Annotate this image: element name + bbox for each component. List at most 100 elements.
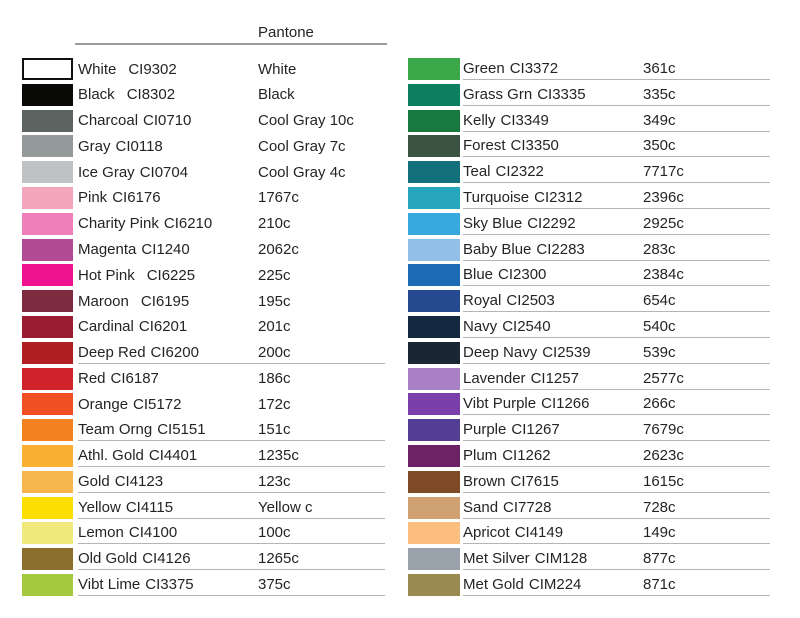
color-code-label: CI2539 [542,343,591,361]
color-row: Team Orng CI5151 151c [22,419,385,442]
color-row-content: White CI9302 White [78,58,385,80]
color-code-label: CI4123 [114,472,164,490]
pantone-value-label: Yellow c [258,498,313,516]
pantone-value-label: 7679c [643,421,684,439]
color-row: Maroon CI6195 195c [22,290,385,313]
pantone-value-label: 2577c [643,369,684,387]
color-row: Charity Pink CI6210 210c [22,212,385,235]
color-code-label: CI6225 [146,266,196,284]
color-name-label: Red [78,370,106,388]
color-code-label: CI2312 [534,188,583,206]
color-code-label: CI4149 [514,524,564,542]
color-row: Green CI3372 361c [408,58,770,80]
color-name-label: Maroon [78,292,129,310]
pantone-value-label: 201c [258,318,291,336]
color-name-label: Turquoise [463,188,530,206]
color-row-content: Gold CI4123 123c [78,471,385,493]
color-row: Cardinal CI6201 201c [22,315,385,338]
color-swatch [408,58,460,80]
color-swatch [408,186,460,209]
pantone-value-label: 349c [643,111,676,129]
color-name-label: Met Gold [463,575,524,593]
color-name-label: Old Gold [78,550,138,568]
pantone-value-label: 7717c [643,163,684,181]
color-row-content: Plum CI1262 2623c [463,445,770,467]
color-row: Brown CI7615 1615c [408,470,770,493]
pantone-value-label: 210c [258,215,291,233]
color-code-label: CI6201 [138,318,188,336]
color-code-label: CI4126 [142,550,191,568]
color-code-label: CI9302 [128,60,177,78]
color-swatch [22,290,73,313]
color-swatch [22,212,73,235]
color-swatch [22,186,73,209]
pantone-value-label: 200c [258,343,291,361]
color-row: Magenta CI1240 2062c [22,238,385,261]
color-name-label: Brown [463,472,506,490]
color-name-label: Deep Red [78,343,146,361]
color-swatch [22,367,73,390]
color-row-content: Deep Navy CI2539 539c [463,342,770,364]
color-swatch [408,419,460,442]
color-name-label: Ice Gray [78,163,135,181]
color-code-label: CI8302 [126,86,176,104]
color-row: Gold CI4123 123c [22,470,385,493]
color-swatch [408,393,460,416]
color-code-label: CIM128 [534,550,588,568]
color-row: White CI9302 White [22,58,385,80]
color-name-label: Vibt Purple [463,395,537,413]
color-swatch [22,109,73,132]
color-row-content: Kelly CI3349 349c [463,110,770,132]
color-swatch [408,212,460,235]
color-swatch [408,135,460,158]
pantone-value-label: 877c [643,550,676,568]
color-code-label: CI0118 [115,137,163,155]
color-row: Navy CI2540 540c [408,315,770,338]
color-name-label: Orange [78,395,129,413]
color-code-label: CI3335 [537,85,586,103]
color-row-content: Ice Gray CI0704 Cool Gray 4c [78,161,385,183]
color-swatch [408,496,460,519]
color-code-label: CI4401 [148,446,198,464]
color-swatch [22,83,73,106]
color-row: Hot Pink CI6225 225c [22,264,385,287]
color-row: Apricot CI4149 149c [408,522,770,545]
pantone-value-label: 151c [258,421,291,439]
color-swatch [408,367,460,390]
color-row-content: Royal CI2503 654c [463,290,770,313]
pantone-value-label: 350c [643,137,676,155]
color-name-label: Magenta [78,241,137,259]
color-row: Lemon CI4100 100c [22,522,385,545]
color-row-content: Blue CI2300 2384c [463,264,770,287]
color-row: Charcoal CI0710 Cool Gray 10c [22,109,385,132]
color-row: Red CI6187 186c [22,367,385,390]
color-row: Ice Gray CI0704 Cool Gray 4c [22,161,385,184]
pantone-value-label: Cool Gray 10c [258,112,354,130]
color-row: Pink CI6176 1767c [22,186,385,209]
color-row: Baby Blue CI2283 283c [408,238,770,261]
color-row: Turquoise CI2312 2396c [408,186,770,209]
color-name-label: Vibt Lime [78,575,141,593]
color-swatch [408,315,460,338]
pantone-value-label: 2384c [643,266,684,284]
color-row-content: Sand CI7728 728c [463,497,770,519]
color-row-content: Black CI8302 Black [78,84,385,106]
pantone-value-label: 1615c [643,472,684,490]
pantone-value-label: 2396c [643,188,684,206]
color-swatch [22,419,73,442]
color-row-content: Met Gold CIM224 871c [463,574,770,596]
color-code-label: CI3375 [145,575,194,593]
color-row: Purple CI1267 7679c [408,419,770,442]
color-code-label: CI2300 [498,266,547,284]
pantone-value-label: 195c [258,292,291,310]
color-row-content: Forest CI3350 350c [463,135,770,158]
pantone-value-label: Cool Gray 7c [258,137,346,155]
color-row: Orange CI5172 172c [22,393,385,416]
color-row: Vibt Purple CI1266 266c [408,393,770,416]
color-swatch [408,548,460,571]
pantone-value-label: 123c [258,472,291,490]
color-code-label: CI2540 [502,317,551,335]
pantone-value-label: 100c [258,524,291,542]
color-name-label: Gold [78,472,110,490]
color-code-label: CI1266 [541,395,590,413]
